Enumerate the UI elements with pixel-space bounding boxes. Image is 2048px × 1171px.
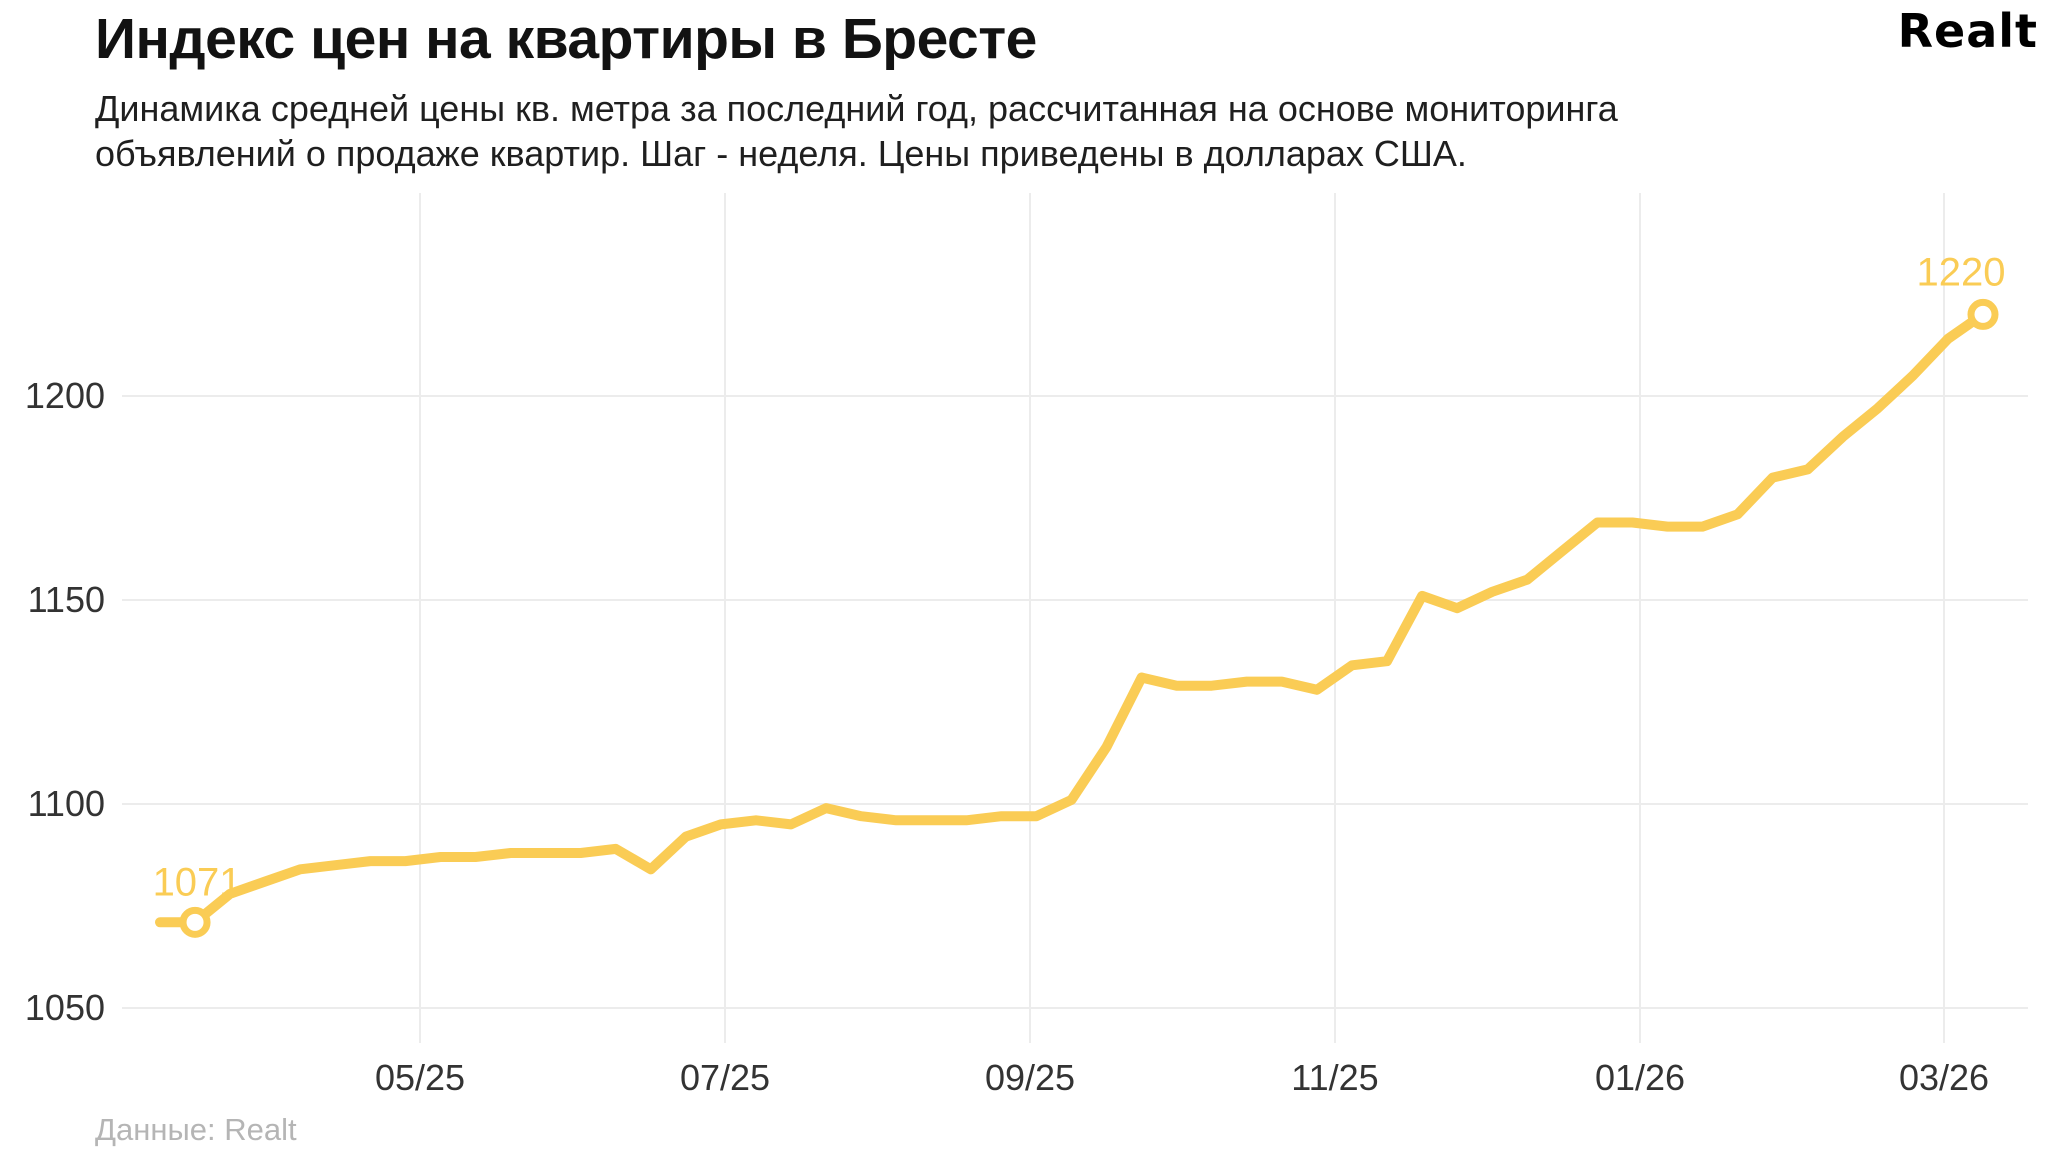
page-title: Индекс цен на квартиры в Бресте (95, 7, 1037, 71)
x-axis-tick-label: 11/25 (1291, 1057, 1378, 1098)
x-axis-tick-label: 03/26 (1899, 1057, 1989, 1098)
price-series-line (155, 309, 1988, 928)
endpoint-marker (1967, 298, 1999, 330)
chart-subtitle-line2: объявлений о продаже квартир. Шаг - неде… (95, 133, 1467, 174)
x-axis-tick-label: 01/26 (1595, 1057, 1685, 1098)
chart-subtitle-line1: Динамика средней цены кв. метра за после… (95, 88, 1618, 129)
endpoint-value-label: 1220 (1917, 250, 2006, 294)
x-axis-tick-label: 05/25 (375, 1057, 465, 1098)
y-axis-tick-label: 1200 (25, 375, 105, 416)
y-axis-tick-label: 1100 (28, 783, 105, 824)
x-axis-tick-label: 07/25 (680, 1057, 770, 1098)
data-source-note: Данные: Realt (95, 1112, 297, 1147)
y-axis-tick-label: 1050 (25, 987, 105, 1028)
realt-logo: Realt (1897, 4, 2038, 58)
x-axis-tick-label: 09/25 (985, 1057, 1075, 1098)
endpoint-marker (179, 906, 211, 938)
y-axis-tick-label: 1150 (28, 579, 105, 620)
endpoint-value-label: 1071 (153, 860, 242, 904)
